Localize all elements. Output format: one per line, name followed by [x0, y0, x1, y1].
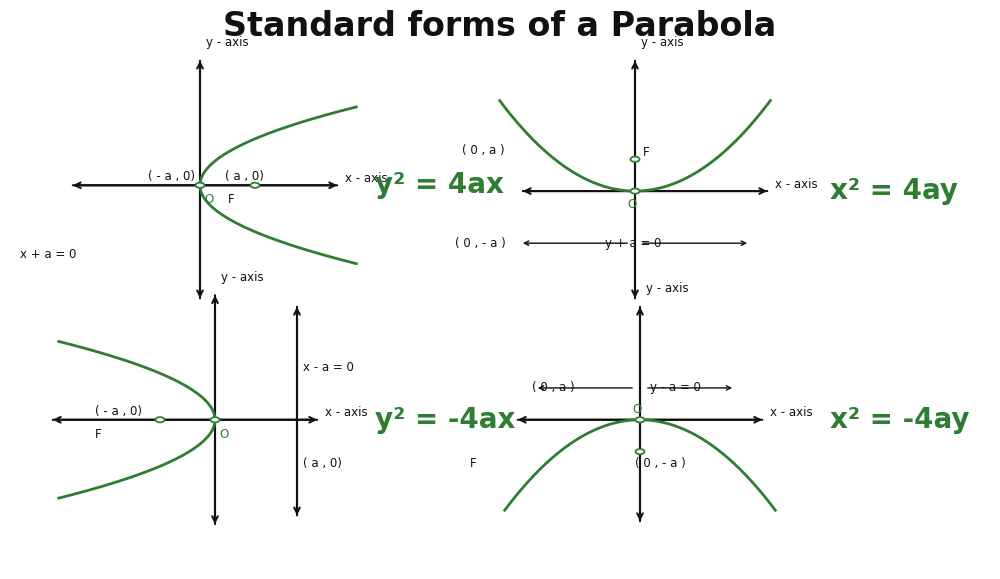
- Text: y - axis: y - axis: [641, 36, 684, 49]
- Circle shape: [636, 417, 644, 423]
- Text: ( - a , 0): ( - a , 0): [148, 170, 195, 183]
- Text: F: F: [95, 428, 102, 441]
- Circle shape: [210, 417, 220, 423]
- Text: F: F: [643, 146, 650, 159]
- Text: x² = -4ay: x² = -4ay: [830, 406, 970, 434]
- Text: x - axis: x - axis: [325, 406, 368, 419]
- Text: y - axis: y - axis: [646, 283, 689, 295]
- Text: O: O: [204, 193, 213, 206]
- Text: O: O: [627, 199, 636, 211]
- Text: y² = 4ax: y² = 4ax: [375, 171, 504, 199]
- Text: y - axis: y - axis: [221, 271, 264, 284]
- Circle shape: [250, 183, 260, 188]
- Text: x² = 4ay: x² = 4ay: [830, 177, 958, 205]
- Text: ( 0 , a ): ( 0 , a ): [532, 382, 575, 394]
- Circle shape: [156, 417, 164, 423]
- Circle shape: [631, 189, 640, 193]
- Text: x - axis: x - axis: [770, 406, 813, 419]
- Text: ( 0 , - a ): ( 0 , - a ): [455, 237, 506, 250]
- Text: y - axis: y - axis: [206, 36, 249, 49]
- Text: ( a , 0): ( a , 0): [303, 457, 342, 470]
- Text: x - axis: x - axis: [345, 172, 388, 185]
- Text: x + a = 0: x + a = 0: [20, 248, 76, 261]
- Circle shape: [636, 449, 644, 454]
- Text: Standard forms of a Parabola: Standard forms of a Parabola: [223, 10, 777, 42]
- Text: ( 0 , - a ): ( 0 , - a ): [635, 457, 686, 470]
- Text: y² = -4ax: y² = -4ax: [375, 406, 515, 434]
- Text: ( - a , 0): ( - a , 0): [95, 405, 142, 417]
- Text: O: O: [219, 428, 228, 441]
- Text: F: F: [470, 457, 477, 470]
- Text: ( a , 0): ( a , 0): [225, 170, 264, 183]
- Text: x - a = 0: x - a = 0: [303, 361, 354, 374]
- Text: F: F: [228, 193, 235, 206]
- Circle shape: [196, 183, 205, 188]
- Text: y - a = 0: y - a = 0: [650, 382, 701, 394]
- Text: ( 0 , a ): ( 0 , a ): [462, 144, 505, 157]
- Text: y + a = 0: y + a = 0: [605, 237, 661, 250]
- Text: O: O: [632, 403, 641, 416]
- Circle shape: [631, 156, 640, 162]
- Text: x - axis: x - axis: [775, 178, 818, 190]
